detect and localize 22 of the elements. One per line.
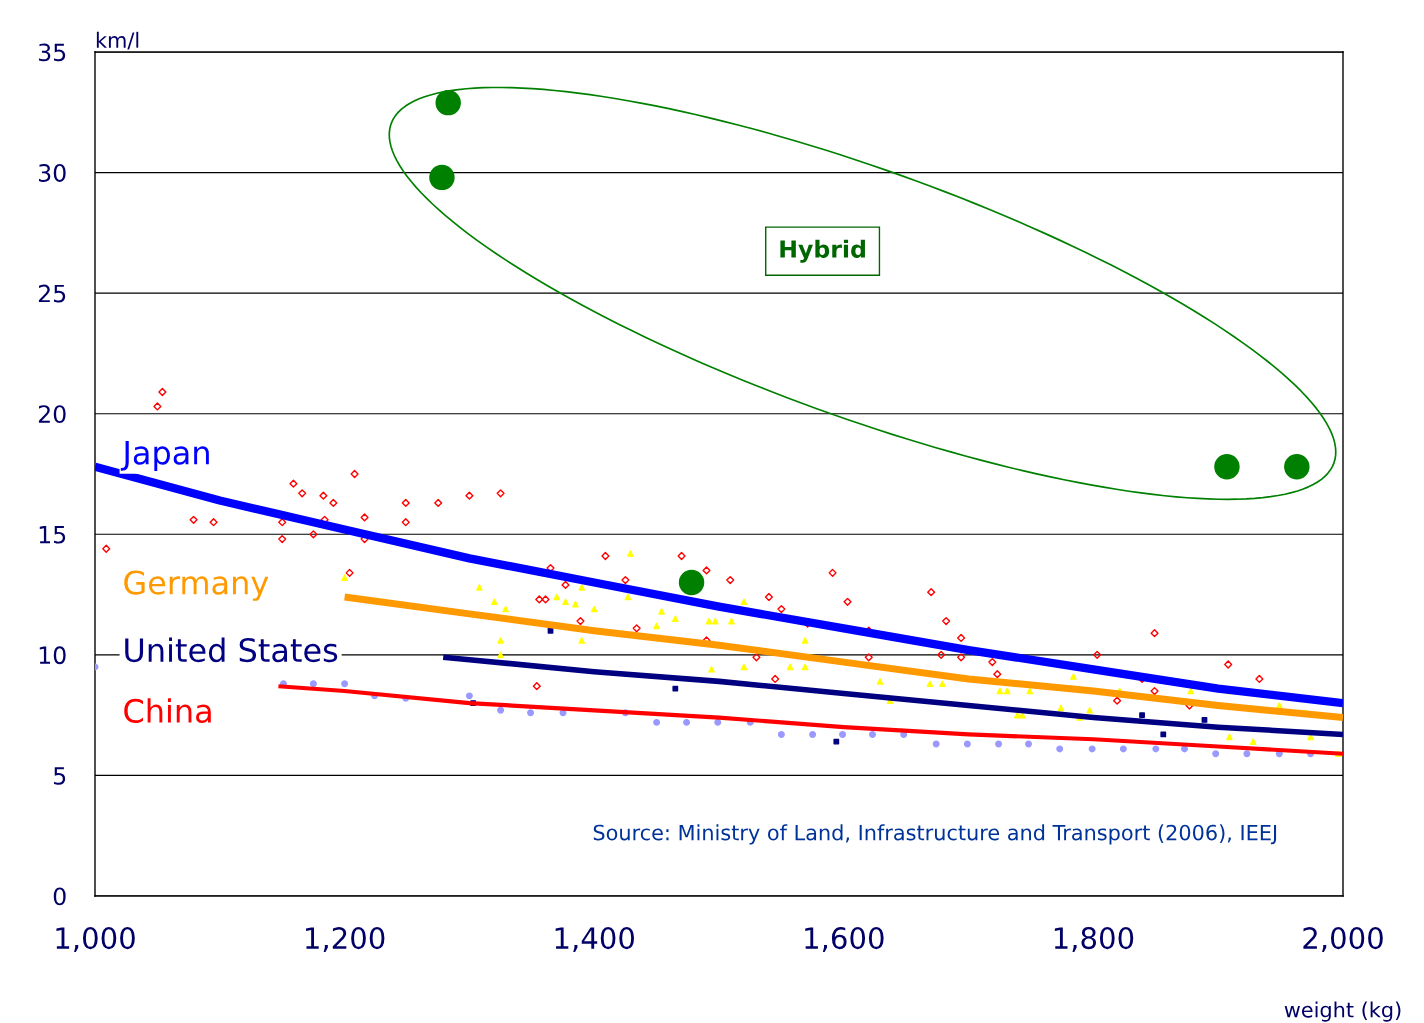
y-tick-label: 35 bbox=[38, 43, 66, 62]
y-tick-label: 20 bbox=[38, 405, 66, 424]
y-tick-label: 25 bbox=[38, 284, 66, 303]
x-tick-label: 2,000 bbox=[1303, 927, 1383, 953]
x-tick-label: 1,600 bbox=[805, 927, 884, 953]
y-tick-label: 10 bbox=[39, 646, 66, 665]
text: China bbox=[124, 698, 211, 723]
text: Germany bbox=[124, 570, 269, 601]
y-axis-title: km/l bbox=[96, 31, 139, 50]
y-tick-label: 30 bbox=[38, 164, 66, 182]
x-tick-label: 1,400 bbox=[555, 927, 635, 953]
x-tick-label: 1,000 bbox=[56, 927, 135, 953]
x-axis-title: weight (kg) bbox=[1284, 1001, 1401, 1022]
y-tick-label: 5 bbox=[54, 767, 66, 785]
y-tick-label: 15 bbox=[39, 526, 66, 544]
x-tick-label: 1,200 bbox=[306, 927, 385, 953]
annotation: Source: Ministry of Land, Infrastructure and Transport (2006), IEEJ bbox=[593, 824, 1277, 845]
y-tick-label: 0 bbox=[53, 887, 66, 906]
text: United States bbox=[125, 637, 338, 663]
series-label: Japan bbox=[120, 440, 209, 471]
x-tick-label: 1,800 bbox=[1054, 927, 1134, 953]
annotation: Hybrid bbox=[780, 239, 865, 263]
